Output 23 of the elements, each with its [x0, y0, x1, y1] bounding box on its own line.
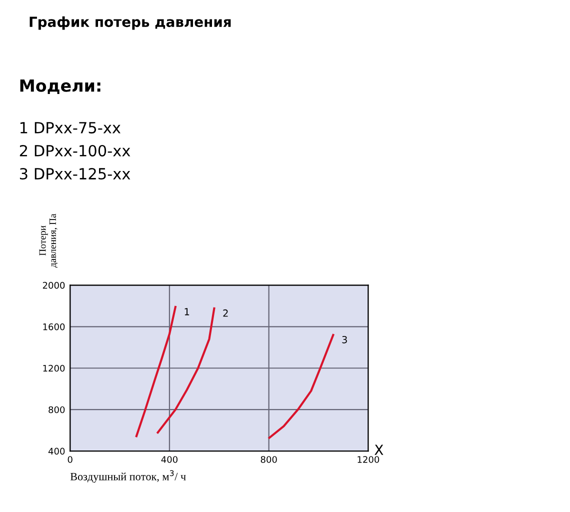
y-axis-title: Потери давления, Па — [39, 214, 58, 268]
series-label: 3 — [342, 336, 347, 344]
series-label: 2 — [223, 309, 228, 317]
text: 3 DPxx-125-xx — [20, 168, 130, 180]
chart-title: График потерь давления — [30, 16, 231, 30]
text: Модели: — [20, 79, 100, 94]
x-axis-title: Воздушный поток, м$^{3}$/ ч — [70, 470, 186, 483]
y-tick-label: 2000 — [42, 282, 65, 289]
x-tick-label: 1200 — [358, 456, 380, 463]
y-tick-label: 1200 — [43, 364, 65, 372]
series-label: 1 — [184, 308, 190, 316]
text: X — [374, 444, 384, 455]
x-tick-label: 800 — [260, 456, 277, 463]
y-tick-label: 800 — [48, 406, 65, 414]
line-series — [156, 307, 216, 434]
x-tick-label: 400 — [161, 456, 178, 463]
line-series — [268, 334, 334, 439]
y-tick-label: 1600 — [43, 323, 65, 330]
text: 1 DPxx-75-xx — [20, 122, 120, 134]
y-tick-label: 400 — [48, 448, 65, 455]
text: 2 DPxx-100-xx — [20, 144, 130, 156]
line-series — [135, 306, 176, 438]
x-tick-label: 0 — [68, 456, 72, 463]
